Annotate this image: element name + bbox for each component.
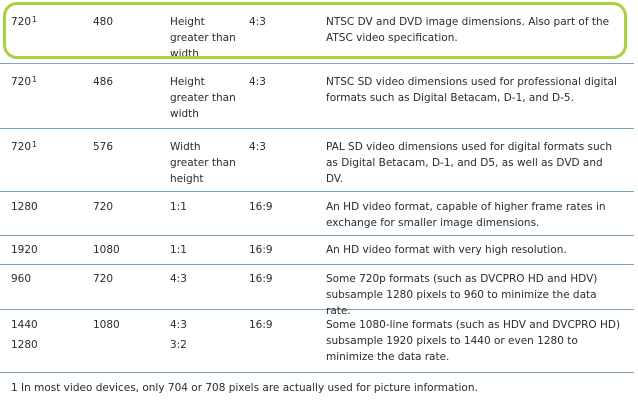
table-row: 1920 1080 1:1 16:9 An HD video format wi…: [0, 236, 634, 265]
pixel-aspect-cell: 4:3: [170, 273, 187, 285]
footnote: 1 In most video devices, only 704 or 708…: [11, 382, 478, 394]
pixel-aspect-cell: Height greater than width: [170, 76, 236, 120]
table-row: 960 720 4:3 16:9 Some 720p formats (such…: [0, 265, 634, 317]
height-cell: 480: [93, 16, 114, 28]
height-cell: 720: [93, 273, 114, 285]
table-row: 1440 1280 1080 4:3 3:2 16:9 Some 1080‑li…: [0, 310, 634, 373]
pixel-aspect-cell: Height greater than width: [170, 16, 236, 60]
frame-aspect-cell: 4:3: [249, 141, 266, 153]
description-cell: An HD video format with very high resolu…: [326, 244, 567, 256]
width-cell: 960: [11, 273, 32, 285]
width-cell: 1920: [11, 244, 38, 256]
width-cell: 1280: [11, 201, 38, 213]
height-cell: 1080: [93, 319, 120, 331]
table-row: 7201 480 Height greater than width 4:3 N…: [0, 2, 634, 64]
height-cell: 576: [93, 141, 114, 153]
height-cell: 486: [93, 76, 114, 88]
frame-aspect-cell: 16:9: [249, 319, 273, 331]
frame-aspect-cell: 4:3: [249, 16, 266, 28]
width-cell: 1440 1280: [11, 319, 38, 351]
description-cell: NTSC DV and DVD image dimensions. Also p…: [326, 16, 610, 44]
description-cell: NTSC SD video dimensions used for profes…: [326, 76, 617, 104]
description-cell: PAL SD video dimensions used for digital…: [326, 141, 613, 185]
description-cell: Some 720p formats (such as DVCPRO HD and…: [326, 273, 598, 317]
pixel-aspect-cell: 4:3 3:2: [170, 319, 187, 351]
pixel-aspect-cell: 1:1: [170, 201, 187, 213]
table-row: 7201 576 Width greater than height 4:3 P…: [0, 129, 634, 192]
description-cell: An HD video format, capable of higher fr…: [326, 201, 606, 229]
frame-aspect-cell: 16:9: [249, 273, 273, 285]
description-cell: Some 1080‑line formats (such as HDV and …: [326, 319, 621, 363]
frame-aspect-cell: 16:9: [249, 201, 273, 213]
frame-aspect-cell: 16:9: [249, 244, 273, 256]
video-dimensions-table: 7201 480 Height greater than width 4:3 N…: [0, 2, 634, 373]
width-cell: 7201: [11, 140, 38, 153]
height-cell: 1080: [93, 244, 120, 256]
width-cell: 7201: [11, 75, 38, 88]
height-cell: 720: [93, 201, 114, 213]
table-row: 7201 486 Height greater than width 4:3 N…: [0, 64, 634, 129]
pixel-aspect-cell: Width greater than height: [170, 141, 236, 185]
frame-aspect-cell: 4:3: [249, 76, 266, 88]
pixel-aspect-cell: 1:1: [170, 244, 187, 256]
width-cell: 7201: [11, 15, 38, 28]
table-row: 1280 720 1:1 16:9 An HD video format, ca…: [0, 192, 634, 236]
